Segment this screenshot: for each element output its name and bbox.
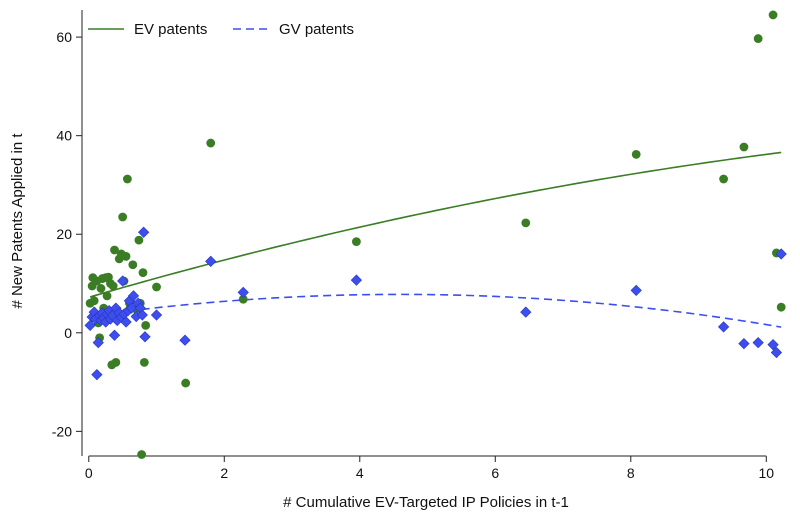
gv-data-point xyxy=(117,275,129,287)
gv-data-point xyxy=(139,331,151,343)
ev-data-point xyxy=(96,284,106,293)
y-tick-label: 20 xyxy=(56,226,72,242)
ev-data-point xyxy=(134,235,144,245)
x-tick-label: 4 xyxy=(356,465,364,481)
x-tick-label: 8 xyxy=(627,465,635,481)
ev-data-point xyxy=(739,142,749,152)
gv-data-point xyxy=(136,309,148,321)
ev-data-point xyxy=(139,357,149,367)
gv-data-point xyxy=(138,226,150,238)
gv-fit-line xyxy=(90,293,782,328)
y-axis-label: # New Patents Applied in t xyxy=(9,133,26,309)
y-tick-label: 0 xyxy=(64,325,72,341)
ev-data-point xyxy=(128,260,138,270)
gv-data-point xyxy=(752,337,764,349)
legend-label: GV patents xyxy=(279,21,354,38)
x-axis-label: # Cumulative EV-Targeted IP Policies in … xyxy=(283,494,569,511)
gv-data-point xyxy=(237,286,249,299)
ev-data-point xyxy=(521,218,531,228)
ev-fit-line xyxy=(89,151,782,298)
gv-data-point xyxy=(108,329,121,341)
gv-data-point xyxy=(630,284,642,297)
ev-data-point xyxy=(108,281,118,291)
gv-data-point xyxy=(127,290,140,302)
gv-data-point xyxy=(717,321,730,333)
gv-data-point xyxy=(150,309,163,321)
fit-lines xyxy=(89,151,782,328)
gv-data-point xyxy=(520,306,532,318)
ev-data-point xyxy=(111,357,121,367)
gv-data-point xyxy=(84,319,96,332)
gv-data-point xyxy=(770,346,783,359)
gv-data-point xyxy=(350,274,363,286)
ev-data-point xyxy=(753,34,763,43)
gv-points xyxy=(84,226,787,381)
ev-data-point xyxy=(206,138,216,148)
x-tick-label: 6 xyxy=(491,465,499,481)
ev-data-point xyxy=(121,252,131,261)
y-tick-label: 60 xyxy=(56,29,72,45)
legend-label: EV patents xyxy=(134,21,207,38)
x-tick-label: 0 xyxy=(85,465,93,481)
legend: EV patents GV patents xyxy=(88,21,354,38)
ev-data-point xyxy=(102,291,112,301)
y-tick-label: 40 xyxy=(56,128,72,144)
ev-data-point xyxy=(110,245,119,255)
gv-data-point xyxy=(125,302,138,314)
gv-data-point xyxy=(205,255,217,267)
gv-data-point xyxy=(120,316,132,328)
ev-data-point xyxy=(181,378,191,388)
ev-data-point xyxy=(122,174,132,184)
ev-data-point xyxy=(138,268,148,278)
ev-data-point xyxy=(719,174,729,184)
gv-data-point xyxy=(92,337,104,349)
gv-data-point xyxy=(179,334,191,346)
ev-points xyxy=(85,10,786,459)
ev-data-point xyxy=(118,212,128,222)
axes: 0 2 4 6 8 10 -20 0 20 40 60 # Cumulative EV-Targete… xyxy=(9,10,774,511)
ev-data-point xyxy=(351,237,361,247)
gv-data-point xyxy=(767,338,779,351)
ev-data-point xyxy=(137,450,147,459)
gv-data-point xyxy=(91,369,103,381)
ev-data-point xyxy=(238,294,248,304)
ev-data-point xyxy=(631,149,641,159)
y-tick-label: -20 xyxy=(52,423,72,439)
gv-data-point xyxy=(775,248,787,260)
ev-data-point xyxy=(152,282,161,292)
ev-data-point xyxy=(768,10,778,20)
x-tick-label: 2 xyxy=(220,465,228,481)
x-tick-label: 10 xyxy=(758,465,774,481)
gv-data-point xyxy=(738,338,750,350)
ev-data-point xyxy=(776,302,786,312)
ev-data-point xyxy=(141,321,151,330)
ev-data-point xyxy=(89,296,99,306)
